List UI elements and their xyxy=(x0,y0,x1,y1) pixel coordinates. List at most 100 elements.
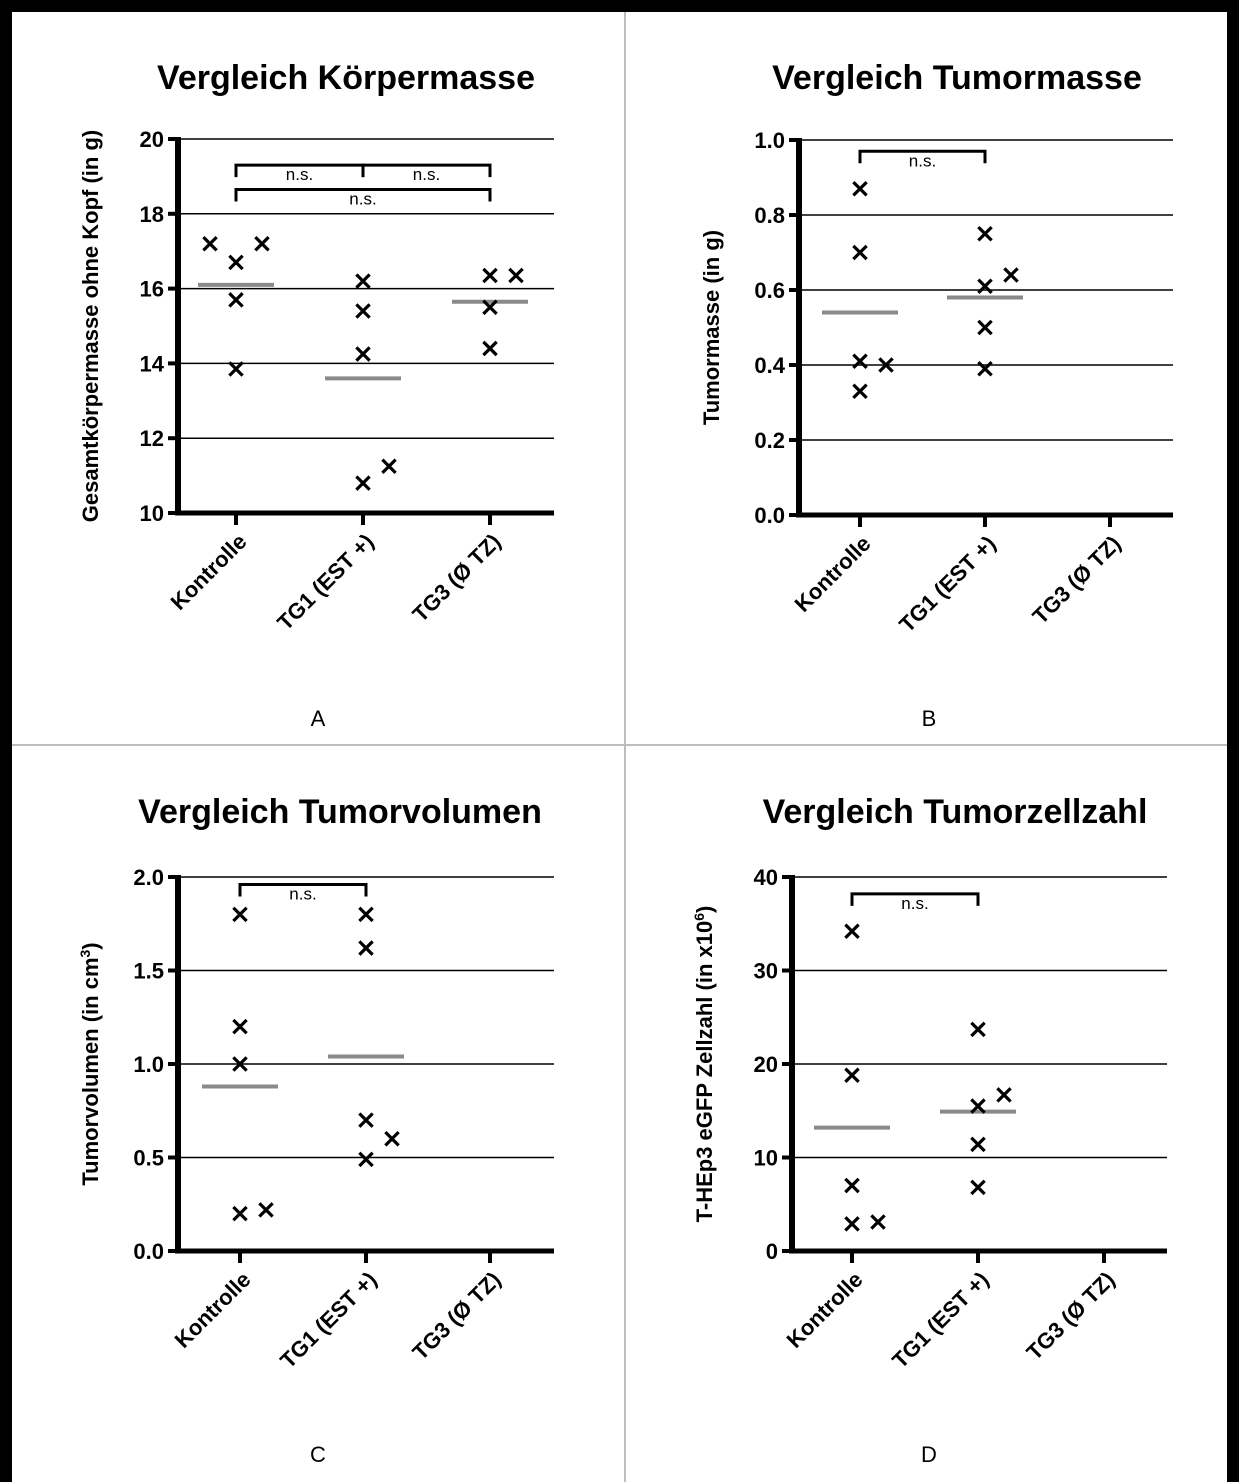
y-tick-label: 16 xyxy=(140,277,164,302)
data-point-marker xyxy=(355,273,371,289)
y-axis-label-main: Tumormasse (in g) xyxy=(699,230,724,425)
data-point-marker xyxy=(381,458,397,475)
chart-panel-c: Vergleich Tumorvolumen 0.0 0.5 1.0 1.5 2.0 Tum… xyxy=(14,750,622,1478)
y-axis-label-superscript: 3 xyxy=(77,949,93,957)
x-category-label: Kontrolle xyxy=(166,529,252,615)
data-point-marker xyxy=(482,299,498,316)
data-point-marker xyxy=(970,1098,986,1114)
significance-bracket xyxy=(858,149,987,164)
x-category-label: TG3 (Ø TZ) xyxy=(407,1267,505,1365)
chart-panel-a: Vergleich Körpermasse 10 12 14 16 18 20 Gesamtk… xyxy=(14,14,622,742)
y-tick-label: 0.0 xyxy=(133,1239,164,1264)
significance-bracket xyxy=(238,882,368,897)
significance-label: n.s. xyxy=(909,151,936,170)
data-point-marker xyxy=(482,340,498,357)
data-point-marker xyxy=(852,180,868,197)
data-point-marker xyxy=(358,906,374,923)
y-tick-label: 40 xyxy=(754,865,778,890)
data-point-marker xyxy=(482,267,498,284)
panel-letter: B xyxy=(922,706,937,731)
y-tick-label: 0.4 xyxy=(754,353,785,378)
y-tick-label: 12 xyxy=(140,426,164,451)
y-axis-label-tail: ) xyxy=(78,942,103,949)
y-tick-label: 30 xyxy=(754,959,778,984)
y-axis-label: T-HEp3 eGFP Zellzahl (in x106) xyxy=(691,906,717,1223)
data-point-marker xyxy=(977,319,993,336)
y-axis-label-superscript: 6 xyxy=(691,913,707,921)
data-point-marker xyxy=(977,360,993,377)
data-point-marker xyxy=(358,1112,374,1128)
data-point-marker xyxy=(355,475,371,491)
y-tick-label: 1.5 xyxy=(133,959,164,984)
x-category-label: Kontrolle xyxy=(170,1267,256,1353)
panel-letter: A xyxy=(311,706,326,731)
chart-svg: Vergleich Tumorvolumen 0.0 0.5 1.0 1.5 2.0 Tum… xyxy=(77,793,554,1467)
data-point-marker xyxy=(384,1131,400,1147)
y-axis-label: Gesamtkörpermasse ohne Kopf (in g) xyxy=(78,130,103,522)
y-tick-label: 14 xyxy=(140,351,165,376)
x-category-label: TG1 (EST +) xyxy=(275,1267,381,1373)
y-tick-label: 1.0 xyxy=(754,128,785,153)
x-category-label: TG1 (EST +) xyxy=(272,529,378,635)
significance-bracket xyxy=(234,187,492,202)
significance-label: n.s. xyxy=(286,165,313,184)
y-axis-label-main: Tumorvolumen (in cm xyxy=(78,957,103,1185)
y-tick-label: 0 xyxy=(766,1239,778,1264)
data-point-marker xyxy=(508,267,524,284)
data-point-marker xyxy=(355,303,371,319)
y-tick-label: 10 xyxy=(754,1146,778,1171)
data-point-marker xyxy=(852,383,868,400)
chart-panel-d: Vergleich Tumorzellzahl 0 10 20 30 40 T-HEp3 e… xyxy=(627,750,1235,1478)
data-point-marker xyxy=(254,235,270,252)
data-point-marker xyxy=(228,254,244,271)
chart-title: Vergleich Körpermasse xyxy=(157,59,535,97)
y-tick-label: 1.0 xyxy=(133,1052,164,1077)
data-point-marker xyxy=(870,1214,886,1230)
x-category-label: TG3 (Ø TZ) xyxy=(1027,531,1125,629)
significance-bracket xyxy=(361,163,492,178)
panel-letter: D xyxy=(921,1442,937,1467)
x-category-label: TG3 (Ø TZ) xyxy=(407,529,505,627)
significance-label: n.s. xyxy=(413,165,440,184)
data-point-marker xyxy=(228,361,244,377)
y-axis-label: Tumormasse (in g) xyxy=(699,230,724,425)
y-tick-label: 0.0 xyxy=(754,503,785,528)
chart-title: Vergleich Tumorvolumen xyxy=(138,793,542,831)
data-point-marker xyxy=(202,235,218,252)
data-point-marker xyxy=(1003,267,1019,283)
y-tick-label: 0.8 xyxy=(754,203,785,228)
data-point-marker xyxy=(852,353,868,370)
y-tick-label: 0.5 xyxy=(133,1146,164,1171)
data-point-marker xyxy=(977,278,993,295)
chart-title: Vergleich Tumormasse xyxy=(772,59,1142,97)
y-axis-label-tail: ) xyxy=(692,906,717,913)
y-tick-label: 20 xyxy=(140,127,164,152)
data-point-marker xyxy=(358,1151,374,1168)
chart-svg: Vergleich Tumorzellzahl 0 10 20 30 40 T-HEp3 e… xyxy=(691,793,1167,1467)
chart-svg: Vergleich Körpermasse 10 12 14 16 18 20 Gesamtk… xyxy=(78,59,554,731)
data-point-marker xyxy=(970,1021,986,1038)
significance-label: n.s. xyxy=(289,884,316,903)
y-axis-label-main: T-HEp3 eGFP Zellzahl (in x10 xyxy=(692,921,717,1223)
significance-label: n.s. xyxy=(901,894,928,913)
x-category-label: TG3 (Ø TZ) xyxy=(1021,1267,1119,1365)
y-tick-label: 2.0 xyxy=(133,865,164,890)
data-point-marker xyxy=(355,346,371,362)
data-point-marker xyxy=(852,244,868,261)
x-category-label: TG1 (EST +) xyxy=(894,531,1000,637)
y-tick-label: 20 xyxy=(754,1052,778,1077)
chart-title: Vergleich Tumorzellzahl xyxy=(763,793,1148,831)
data-point-marker xyxy=(996,1087,1012,1103)
x-category-label: Kontrolle xyxy=(790,531,876,617)
y-tick-label: 0.2 xyxy=(754,428,785,453)
chart-svg: Vergleich Tumormasse 0.0 0.2 0.4 0.6 0.8 1.0 Tu… xyxy=(699,59,1173,731)
y-axis-label-main: Gesamtkörpermasse ohne Kopf (in g) xyxy=(78,130,103,522)
data-point-marker xyxy=(232,1018,248,1035)
data-point-marker xyxy=(977,225,993,242)
chart-panel-b: Vergleich Tumormasse 0.0 0.2 0.4 0.6 0.8 1.0 Tu… xyxy=(627,14,1235,742)
x-category-label: Kontrolle xyxy=(782,1267,868,1353)
data-point-marker xyxy=(258,1202,274,1218)
data-point-marker xyxy=(844,1067,860,1083)
x-category-label: TG1 (EST +) xyxy=(887,1267,993,1373)
